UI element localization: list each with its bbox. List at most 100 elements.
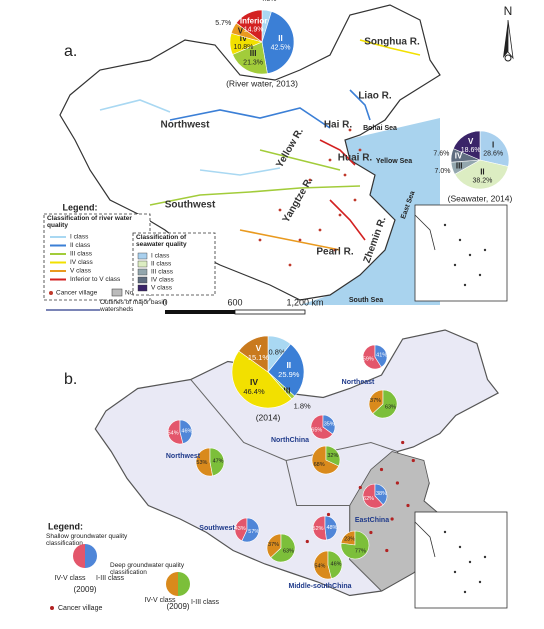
pie-slice — [479, 130, 510, 167]
slice-label: 18.6% — [461, 147, 481, 154]
legend-label: IV-V class — [54, 575, 86, 582]
pie-slice — [241, 517, 260, 543]
inset-island — [458, 545, 462, 549]
cancer-village-dot — [326, 512, 331, 517]
legend-label: I class — [70, 234, 89, 241]
legend-label: I class — [151, 253, 170, 260]
slice-class: V — [238, 27, 244, 36]
legend-label: Inferior to V class — [70, 276, 121, 283]
pie-slice — [324, 515, 338, 541]
legend-pie-half — [85, 544, 97, 568]
pie-slice — [372, 389, 398, 419]
legend-label: V class — [151, 285, 173, 292]
river — [259, 149, 341, 171]
river — [359, 39, 421, 56]
slice-label: 52% — [313, 526, 324, 532]
river — [149, 185, 361, 206]
slice-label: 43% — [235, 526, 246, 532]
inset-island — [463, 283, 467, 287]
legend-label: III class — [151, 269, 174, 276]
slice-label: 10.8% — [234, 44, 254, 51]
inset-island — [443, 223, 447, 227]
slice-label: 4.8% — [261, 0, 277, 3]
slice-label: 46% — [331, 561, 342, 567]
legend-title: Legend: — [48, 521, 83, 531]
region-border — [190, 379, 382, 592]
place-label: Liao R. — [358, 91, 392, 102]
pie-slice — [362, 344, 382, 370]
pie-slice — [374, 483, 388, 506]
legend-label: IV class — [70, 259, 94, 266]
pie-slice — [261, 11, 295, 74]
arrow-ring — [504, 54, 512, 62]
slice-class: III — [283, 385, 290, 395]
pie-slice — [179, 419, 193, 444]
region-label: Northwest — [166, 453, 201, 460]
slice-label: 59% — [363, 356, 374, 362]
slice-label: 47% — [213, 459, 224, 465]
legend-label: II class — [151, 261, 172, 268]
legend-heading-box: Classification of seawater quality — [136, 234, 187, 248]
slice-label: 41% — [376, 353, 387, 359]
region-label: Northeast — [342, 379, 375, 386]
pie-slice — [238, 335, 269, 373]
pie-slice — [195, 447, 213, 477]
region-label: EastChina — [355, 517, 389, 524]
cancer-village-dot — [343, 173, 347, 177]
place-label: South Sea — [349, 297, 383, 304]
legend-swatch — [137, 260, 148, 268]
legend-label: I-III class — [96, 575, 125, 582]
slice-label: 77% — [355, 549, 366, 555]
legend-label: Cancer village — [58, 605, 102, 612]
cancer-village-dot — [353, 198, 357, 202]
scale-label: 1,200 km — [286, 297, 323, 307]
slice-label: 62% — [363, 496, 374, 502]
legend-label: Outlines of major basin watersheds — [100, 299, 167, 313]
panel-label: b. — [64, 371, 77, 388]
cancer-village-dot — [318, 228, 322, 232]
inset-island — [478, 273, 482, 277]
scale-label: 0 — [162, 297, 167, 307]
pie-slice — [270, 533, 296, 563]
cancer-village-dot — [298, 238, 302, 242]
slice-label: 7.6% — [433, 150, 449, 157]
pie-slice — [312, 515, 327, 541]
pie-slice — [454, 159, 509, 190]
scale-bar: 0 600 1,200 km — [162, 297, 324, 315]
legend-heading: Classification of seawater quality — [136, 234, 187, 248]
pie-slice — [232, 41, 268, 75]
pie-slice — [310, 414, 334, 440]
slice-class: II — [278, 34, 282, 43]
legend-frame — [43, 213, 151, 301]
legend-swatch — [111, 288, 123, 297]
cancer-village-dot — [379, 467, 384, 472]
inset-island — [468, 560, 472, 564]
scale-segment — [234, 309, 306, 315]
pie-slice — [327, 550, 343, 579]
slice-label: 35% — [324, 421, 335, 427]
cancer-village-dot — [390, 517, 394, 521]
place-label: Northwest — [161, 120, 211, 131]
slice-class: V — [256, 343, 262, 353]
cancer-village-dot — [258, 238, 262, 242]
river — [349, 89, 371, 121]
inset-island — [453, 263, 457, 267]
map-a — [59, 4, 441, 305]
pie-caption: (Seawater, 2014) — [448, 193, 513, 203]
slice-class: II — [286, 360, 291, 370]
legend-heading-box: Shallow groundwater quality classificati… — [46, 533, 127, 547]
pie-slice — [325, 445, 341, 467]
arrow-half — [507, 19, 514, 60]
legend-swatch — [137, 268, 148, 276]
legend-heading-box: Classification of river water quality — [47, 215, 132, 229]
place-label: Hai R. — [324, 120, 353, 131]
slice-label: 21.3% — [243, 59, 263, 66]
legend-label: I-III class — [191, 599, 220, 606]
pie-slice — [235, 9, 263, 43]
river — [319, 139, 356, 166]
cancer-village-dot — [333, 248, 337, 252]
slice-class: IV — [250, 377, 258, 387]
slice-label: 46.4% — [243, 387, 265, 396]
slice-label: 54% — [314, 563, 325, 569]
inset-coast — [414, 214, 436, 251]
